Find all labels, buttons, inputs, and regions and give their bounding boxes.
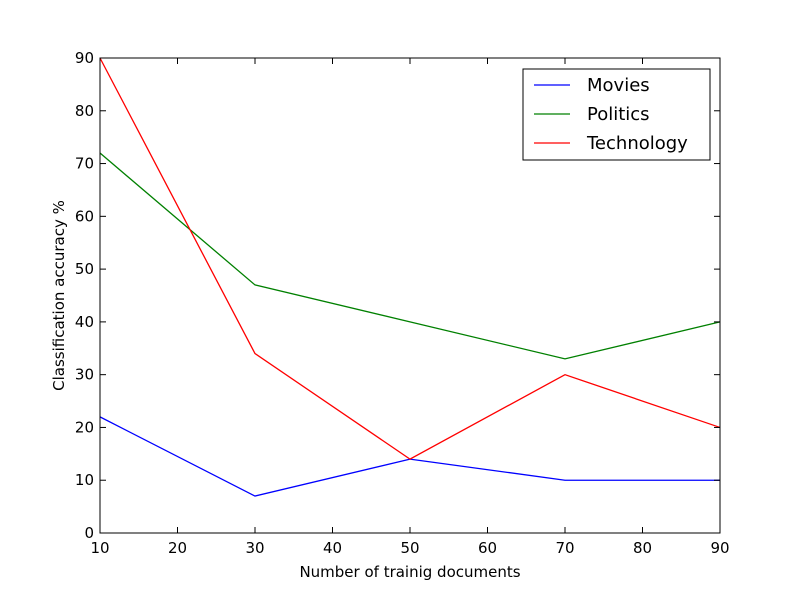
x-tick-label: 70: [555, 539, 574, 557]
y-tick-label: 40: [75, 313, 94, 331]
x-tick-label: 90: [710, 539, 729, 557]
x-axis-label: Number of trainig documents: [299, 563, 520, 581]
x-tick-label: 60: [478, 539, 497, 557]
y-axis-label: Classification accuracy %: [50, 200, 68, 391]
y-tick-label: 20: [75, 418, 94, 436]
y-tick-label: 60: [75, 207, 94, 225]
y-tick-label: 50: [75, 260, 94, 278]
series-line-politics: [99, 152, 721, 360]
x-tick-label: 30: [245, 539, 264, 557]
legend-label-politics: Politics: [587, 104, 650, 125]
x-tick-label: 50: [400, 539, 419, 557]
x-tick-label: 20: [168, 539, 187, 557]
series-line-technology: [99, 57, 721, 460]
series-layer: [99, 57, 721, 497]
y-tick-label: 30: [75, 366, 94, 384]
y-tick-label: 0: [84, 524, 94, 542]
legend-label-movies: Movies: [587, 75, 650, 96]
y-tick-label: 90: [75, 49, 94, 67]
x-tick-label: 40: [323, 539, 342, 557]
y-tick-label: 80: [75, 102, 94, 120]
y-tick-label: 10: [75, 471, 94, 489]
legend-label-technology: Technology: [586, 133, 688, 154]
y-tick-label: 70: [75, 155, 94, 173]
x-tick-label: 80: [633, 539, 652, 557]
x-tick-label: 10: [90, 539, 109, 557]
legend: Movies Politics Technology: [522, 68, 711, 161]
